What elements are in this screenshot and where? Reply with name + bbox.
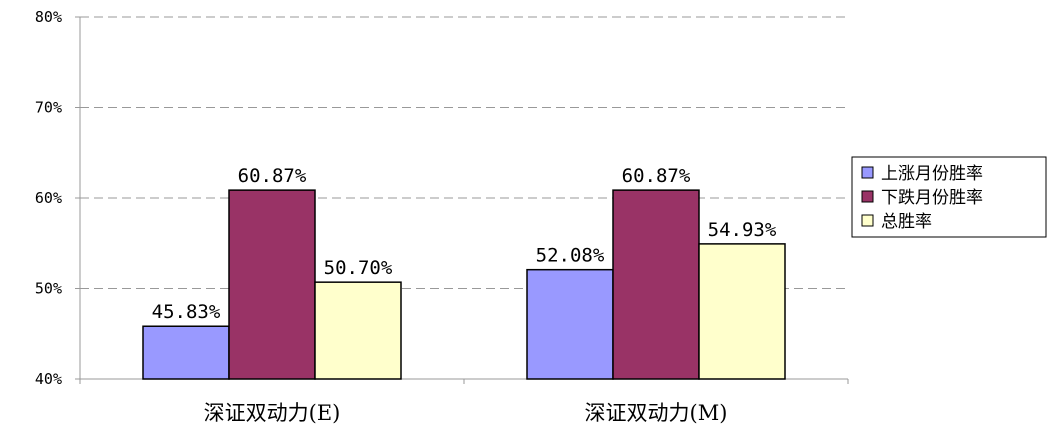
legend-label: 下跌月份胜率 [881,188,983,208]
data-label: 50.70% [324,257,393,279]
legend-swatch [861,190,874,203]
legend-box [851,156,1047,238]
data-label: 45.83% [152,301,221,323]
bar [314,281,402,380]
data-label: 52.08% [536,245,605,267]
legend-swatch [861,166,874,179]
bar [698,243,786,380]
axes: 40% 50% 60% 70% 80% 深证双动力(E) 深证双动力(M) [35,8,849,425]
bar [526,268,614,380]
legend-swatch [861,214,874,227]
data-label: 54.93% [708,219,777,241]
bar [612,189,700,380]
legend-label: 总胜率 [881,212,932,232]
legend-label: 上涨月份胜率 [881,164,983,184]
y-tick-label: 60% [35,189,62,207]
data-label: 60.87% [622,165,691,187]
y-tick-label: 80% [35,8,62,26]
data-labels: 45.83% 60.87% 50.70% 52.08% 60.87% 54.93% [152,165,777,323]
y-tick-label: 50% [35,280,62,298]
data-label: 60.87% [238,165,307,187]
bars [142,189,786,380]
y-tick-label: 70% [35,99,62,117]
gridlines [80,16,848,289]
y-tick-label: 40% [35,370,62,388]
bar [142,325,230,380]
x-tick-label: 深证双动力(E) [204,401,341,425]
x-tick-label: 深证双动力(M) [585,401,728,425]
bar [228,189,316,380]
